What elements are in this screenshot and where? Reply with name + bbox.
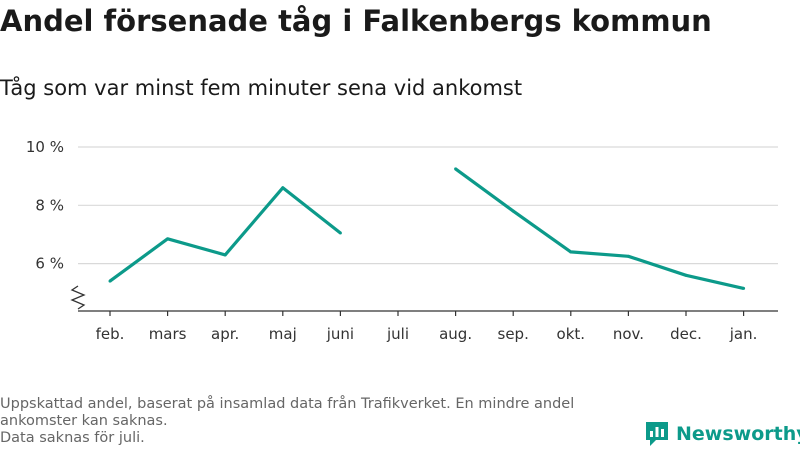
newsworthy-logo-icon: [646, 422, 668, 446]
footnote-source: Uppskattad andel, baserat på insamlad da…: [0, 396, 575, 429]
y-tick-label: 8 %: [35, 196, 64, 214]
x-tick-label: aug.: [439, 325, 472, 343]
data-point: [569, 250, 573, 254]
footnote: Uppskattad andel, baserat på insamlad da…: [0, 396, 640, 447]
data-point: [223, 253, 227, 257]
data-point: [684, 273, 688, 277]
x-tick-label: nov.: [613, 325, 644, 343]
x-tick-label: apr.: [211, 325, 239, 343]
series-line-segment-2: [454, 167, 744, 290]
x-tick-label: mars: [149, 325, 187, 343]
x-tick-label: feb.: [96, 325, 125, 343]
x-tick-label: dec.: [670, 325, 702, 343]
brand-logo: Newsworthy: [644, 420, 800, 448]
data-point: [626, 254, 630, 258]
x-tick-label: juni: [326, 325, 354, 343]
x-tick-label: maj: [269, 325, 297, 343]
brand-name: Newsworthy: [676, 423, 800, 445]
y-tick-label: 10 %: [26, 138, 64, 156]
x-tick-label: juli: [386, 325, 409, 343]
data-point: [742, 286, 746, 290]
data-point: [454, 167, 458, 171]
series-line-segment-1: [109, 186, 342, 283]
y-tick-label: 6 %: [35, 255, 64, 273]
data-point: [511, 209, 515, 213]
data-point: [108, 279, 112, 283]
line-chart: 6 % 8 % 10 % feb. mars apr. maj juni juli aug. sep…: [26, 138, 778, 343]
y-axis-break-icon: [70, 285, 86, 310]
x-tick-label: sep.: [498, 325, 529, 343]
chart-title: Andel försenade tåg i Falkenbergs kommun: [0, 4, 712, 38]
data-point: [281, 186, 285, 190]
chart-subtitle: Tåg som var minst fem minuter sena vid a…: [0, 76, 523, 100]
data-point: [338, 231, 342, 235]
x-tick-label: okt.: [557, 325, 586, 343]
data-point: [166, 237, 170, 241]
x-tick-label: jan.: [729, 325, 758, 343]
footnote-missing-data: Data saknas för juli.: [0, 430, 145, 446]
